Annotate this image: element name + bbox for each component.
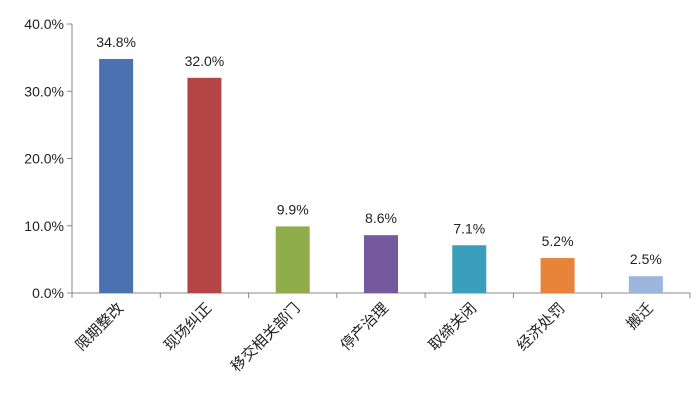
x-tick-label: 停产治理: [337, 299, 392, 354]
x-tick-label: 移交相关部门: [227, 299, 303, 375]
y-tick-label: 20.0%: [24, 151, 64, 167]
x-tick-label: 取缔关闭: [425, 299, 480, 354]
bar: [452, 245, 487, 293]
value-label: 8.6%: [365, 210, 397, 226]
bar: [628, 276, 663, 293]
x-tick-label: 现场纠正: [160, 299, 215, 354]
value-label: 5.2%: [542, 233, 574, 249]
y-tick-label: 10.0%: [24, 218, 64, 234]
bar: [187, 77, 222, 293]
value-label: 9.9%: [277, 201, 309, 217]
y-tick-label: 30.0%: [24, 83, 64, 99]
bar: [364, 235, 398, 293]
y-tick-label: 0.0%: [32, 285, 64, 301]
value-label: 2.5%: [630, 251, 662, 267]
x-tick-label: 搬迁: [623, 299, 657, 333]
bar: [275, 226, 310, 293]
y-tick-label: 40.0%: [24, 16, 64, 32]
bar: [540, 258, 575, 293]
x-tick-label: 经济处罚: [513, 299, 568, 354]
value-label: 32.0%: [185, 53, 225, 69]
x-tick-label: 限期整改: [72, 299, 127, 354]
value-label: 34.8%: [96, 34, 136, 50]
value-label: 7.1%: [453, 220, 485, 236]
bar: [99, 58, 134, 293]
